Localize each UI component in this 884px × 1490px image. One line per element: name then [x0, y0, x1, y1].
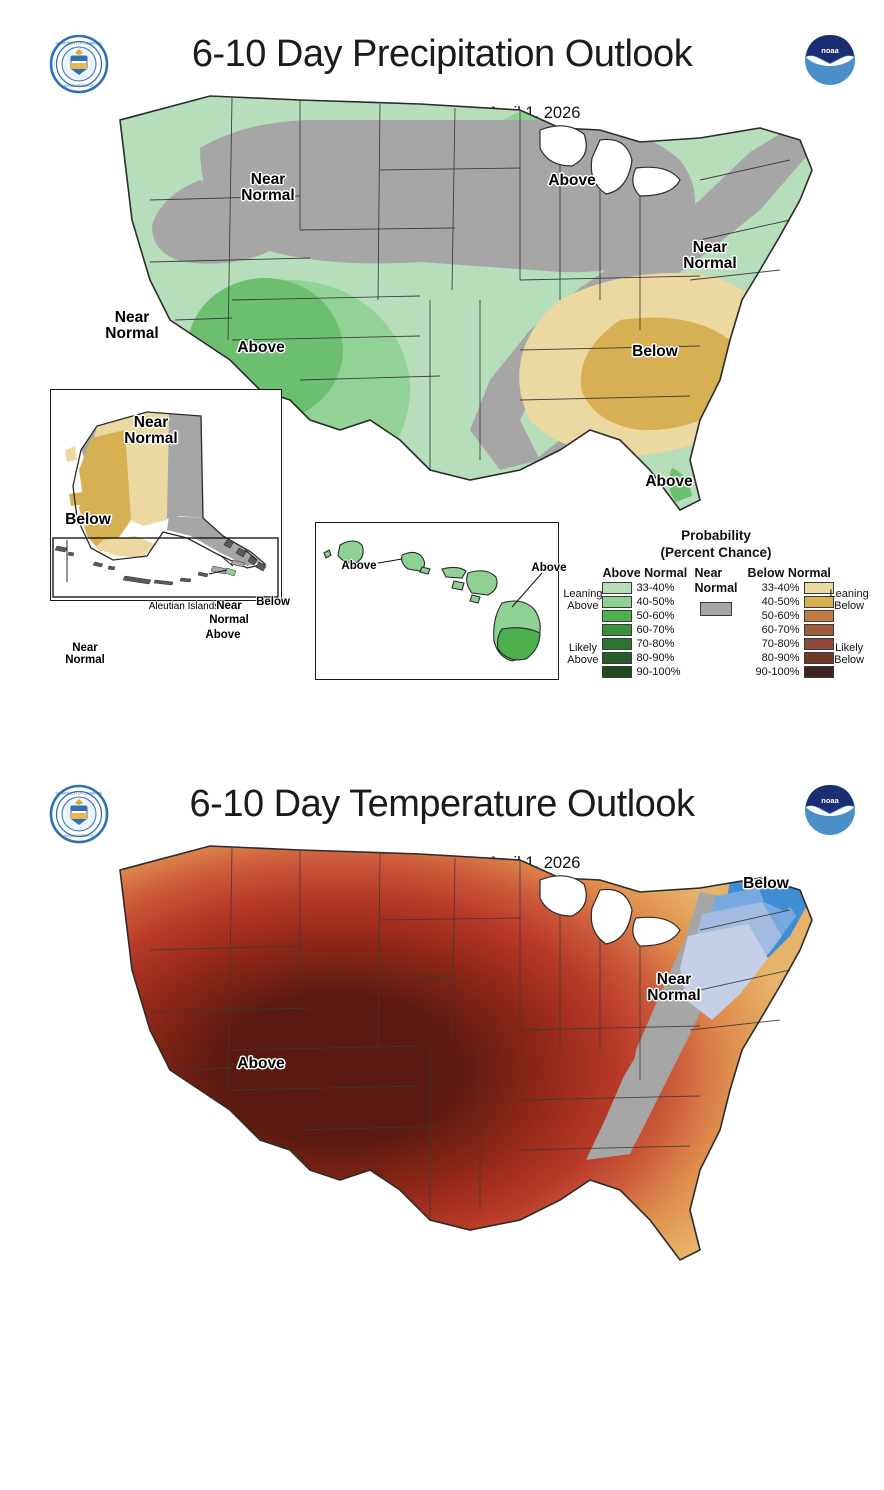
leaning-below-label: Leaning Below [829, 587, 869, 613]
alaska-shading [65, 412, 261, 566]
likely-below-label: Likely Below [834, 641, 865, 667]
legend-percent-above-40-50%: 40-50% [636, 596, 675, 609]
noaa-logo-icon: noaa [800, 780, 860, 840]
svg-text:noaa: noaa [821, 796, 839, 805]
svg-text:UNITED STATES OF: UNITED STATES OF [64, 84, 94, 88]
great-lakes [539, 125, 681, 197]
legend-row-below-50-60%: 50-60% [748, 610, 834, 623]
hawaii-big-island-likely-above [496, 627, 541, 661]
legend-percent-below-60-70%: 60-70% [761, 624, 800, 637]
conus-temperature-map [0, 750, 884, 1490]
dept-of-commerce-seal-icon: DEPARTMENT OF COMMERCE UNITED STATES OF [48, 33, 110, 95]
legend-above-braces: Leaning Above Likely Above [563, 566, 602, 667]
legend-swatch-above-50-60% [602, 610, 633, 623]
alaska-panhandle [223, 539, 267, 572]
legend-percent-above-60-70%: 60-70% [636, 624, 675, 637]
legend-swatch-above-80-90% [602, 652, 633, 665]
legend-swatch-below-60-70% [803, 624, 834, 637]
legend-row-below-60-70%: 60-70% [748, 624, 834, 637]
legend-row-above-90-100%: 90-100% [602, 666, 684, 679]
legend-percent-above-80-90%: 80-90% [636, 652, 675, 665]
svg-text:noaa: noaa [821, 46, 839, 55]
legend-below-braces: Leaning Below Likely Below [830, 566, 869, 667]
legend-row-below-33-40%: 33-40% [748, 582, 834, 595]
legend-row-below-70-80%: 70-80% [748, 638, 834, 651]
legend-above-column: Above Normal 33-40% 40-50% 50-60% 60-70% 70-… [602, 565, 688, 679]
legend-swatch-above-70-80% [602, 638, 633, 651]
precipitation-legend: Probability (Percent Chance) Leaning Abo… [563, 528, 869, 679]
legend-swatch-above-90-100% [602, 666, 633, 679]
leaning-above-label: Leaning Above [563, 587, 603, 613]
legend-row-above-80-90%: 80-90% [602, 652, 684, 665]
above-normal-heading: Above Normal [602, 565, 688, 580]
legend-title: Probability (Percent Chance) [660, 528, 772, 560]
temperature-outlook-panel: DEPARTMENT OF COMMERCE UNITED STATES OF … [0, 750, 884, 1490]
legend-percent-above-90-100%: 90-100% [636, 666, 681, 679]
legend-row-above-33-40%: 33-40% [602, 582, 684, 595]
legend-swatch-below-40-50% [803, 596, 834, 609]
alaska-inset-precip [50, 389, 282, 601]
state-borders [149, 847, 791, 1220]
dept-of-commerce-seal-icon: DEPARTMENT OF COMMERCE UNITED STATES OF [48, 783, 110, 845]
legend-swatch-above-60-70% [602, 624, 633, 637]
legend-row-below-90-100%: 90-100% [748, 666, 834, 679]
legend-swatch-below-50-60% [803, 610, 834, 623]
legend-swatch-above-40-50% [602, 596, 633, 609]
legend-percent-below-40-50%: 40-50% [761, 596, 800, 609]
alaska-outline [72, 411, 267, 569]
legend-percent-above-50-60%: 50-60% [636, 610, 675, 623]
precipitation-outlook-panel: DEPARTMENT OF COMMERCE UNITED STATES OF … [0, 0, 884, 740]
legend-percent-above-70-80%: 70-80% [636, 638, 675, 651]
legend-percent-below-90-100%: 90-100% [755, 666, 800, 679]
legend-percent-above-33-40%: 33-40% [636, 582, 675, 595]
legend-below-column: Below Normal 33-40% 40-50% 50-60% 60-70% 70-… [747, 565, 834, 679]
great-lakes [539, 875, 681, 947]
conus-outline [119, 845, 813, 1262]
svg-text:DEPARTMENT OF COMMERCE: DEPARTMENT OF COMMERCE [56, 42, 103, 46]
legend-percent-below-50-60%: 50-60% [761, 610, 800, 623]
page-title: 6-10 Day Precipitation Outlook [191, 33, 693, 75]
aleutian-subbox [52, 537, 279, 598]
legend-swatch-below-70-80% [803, 638, 834, 651]
svg-text:UNITED STATES OF: UNITED STATES OF [64, 834, 94, 838]
legend-row-above-60-70%: 60-70% [602, 624, 684, 637]
legend-swatch-below-33-40% [803, 582, 834, 595]
legend-percent-below-70-80%: 70-80% [761, 638, 800, 651]
legend-swatch-above-33-40% [602, 582, 633, 595]
aleutian-leaders [66, 540, 258, 582]
legend-row-above-50-60%: 50-60% [602, 610, 684, 623]
near-normal-label: Near Normal [694, 565, 738, 595]
near-normal-swatch [700, 601, 732, 616]
aleutian-islands-shapes [54, 545, 209, 586]
legend-row-below-40-50%: 40-50% [748, 596, 834, 609]
svg-text:DEPARTMENT OF COMMERCE: DEPARTMENT OF COMMERCE [56, 792, 103, 796]
noaa-logo-icon: noaa [800, 30, 860, 90]
hawaii-leaders [377, 558, 543, 608]
legend-swatch-below-80-90% [803, 652, 834, 665]
page-title: 6-10 Day Temperature Outlook [189, 783, 695, 825]
legend-percent-below-33-40%: 33-40% [761, 582, 800, 595]
hawaii-inset-precip [315, 522, 559, 680]
legend-percent-below-80-90%: 80-90% [761, 652, 800, 665]
legend-swatch-below-90-100% [803, 666, 834, 679]
conus-temp-shading [120, 846, 812, 1260]
likely-above-label: Likely Above [567, 641, 599, 667]
legend-row-above-40-50%: 40-50% [602, 596, 684, 609]
legend-near-normal: Near Normal [684, 566, 747, 616]
legend-row-below-80-90%: 80-90% [748, 652, 834, 665]
legend-row-above-70-80%: 70-80% [602, 638, 684, 651]
below-normal-heading: Below Normal [747, 565, 831, 580]
